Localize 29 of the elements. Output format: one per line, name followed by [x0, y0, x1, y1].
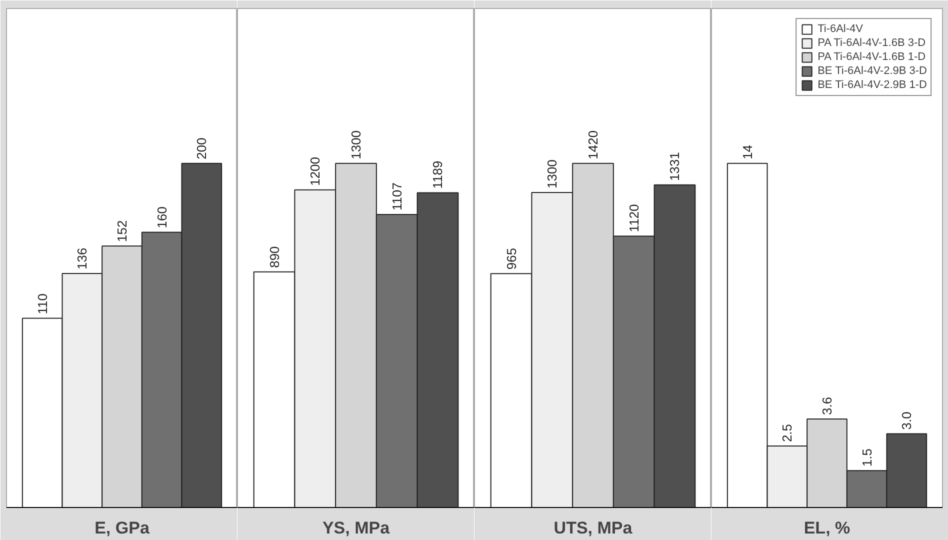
data-label: 3.6: [820, 396, 834, 416]
data-label: 1107: [389, 182, 404, 210]
data-label: 890: [266, 246, 282, 268]
data-label: 965: [504, 248, 519, 270]
data-label: 110: [34, 293, 50, 314]
data-label: 1300: [544, 160, 560, 188]
x-axis-title: E, GPa: [94, 518, 150, 538]
x-axis-title: YS, MPa: [322, 518, 390, 538]
data-label: 152: [114, 220, 130, 242]
data-label: 1420: [586, 130, 600, 160]
data-label: 14: [740, 144, 755, 160]
data-label: 200: [194, 138, 210, 160]
data-label: 1331: [667, 152, 682, 181]
legend-label: BE Ti-6Al-4V-2.9B 1-D: [818, 79, 927, 91]
data-label: 1189: [430, 160, 446, 189]
data-label: 1200: [308, 156, 323, 186]
legend-label: BE Ti-6Al-4V-2.9B 3-D: [818, 65, 927, 77]
data-label: 1.5: [859, 448, 874, 467]
data-label: 1300: [348, 130, 364, 160]
data-label: 2.5: [780, 424, 795, 442]
data-label: 3.0: [899, 412, 914, 430]
x-axis-title: UTS, MPa: [554, 518, 633, 538]
legend-label: PA Ti-6Al-4V-1.6B 1-D: [818, 51, 926, 63]
legend-label: PA Ti-6Al-4V-1.6B 3-D: [818, 37, 926, 49]
data-label: 160: [154, 206, 170, 228]
x-axis-title: EL, %: [804, 518, 850, 538]
data-label: 136: [74, 248, 90, 270]
legend-label: Ti-6Al-4V: [818, 23, 863, 35]
data-label: 1120: [626, 204, 642, 232]
